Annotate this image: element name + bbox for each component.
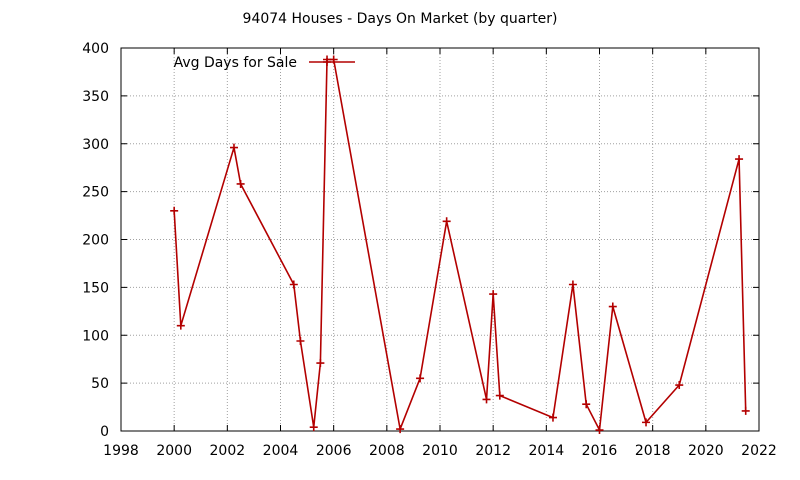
- data-point-marker: [170, 206, 179, 215]
- chart-title: 94074 Houses - Days On Market (by quarte…: [243, 11, 558, 27]
- data-point-marker: [675, 381, 684, 390]
- data-point-marker: [548, 413, 557, 422]
- data-point-marker: [642, 418, 651, 427]
- data-point-marker: [416, 374, 425, 383]
- x-tick-label: 2004: [263, 443, 299, 459]
- x-axis-tick-labels: 1998 2000 2002 2004 2006 2008 2010 2012 2014 2016…: [103, 443, 777, 459]
- x-tick-label: 2006: [316, 443, 352, 459]
- x-tick-label: 2010: [422, 443, 458, 459]
- legend-label: Avg Days for Sale: [174, 55, 297, 71]
- y-tick-label: 250: [82, 185, 109, 201]
- y-axis-tick-labels: 0 50 100 150 200 250 300 350 400: [82, 41, 109, 440]
- x-tick-label: 2020: [688, 443, 724, 459]
- data-point-marker: [735, 155, 744, 164]
- data-point-marker: [608, 302, 617, 311]
- axis-ticks: [120, 47, 760, 432]
- data-point-marker: [582, 400, 591, 409]
- y-tick-label: 350: [82, 89, 109, 105]
- y-tick-label: 150: [82, 280, 109, 296]
- data-point-marker: [316, 359, 325, 368]
- y-tick-label: 400: [82, 41, 109, 57]
- y-tick-label: 0: [100, 424, 109, 440]
- x-tick-label: 2018: [635, 443, 671, 459]
- x-tick-label: 1998: [103, 443, 139, 459]
- data-point-marker: [568, 280, 577, 289]
- data-point-marker: [741, 406, 750, 415]
- data-point-marker: [495, 391, 504, 400]
- data-point-marker: [289, 280, 298, 289]
- data-point-marker: [176, 321, 185, 330]
- data-point-marker: [296, 336, 305, 345]
- legend-marker: [323, 58, 331, 66]
- y-tick-label: 50: [91, 376, 109, 392]
- x-tick-label: 2000: [156, 443, 192, 459]
- data-point-marker: [236, 179, 245, 188]
- data-point-marker: [309, 423, 318, 432]
- x-tick-label: 2016: [582, 443, 618, 459]
- legend: Avg Days for Sale: [174, 55, 355, 71]
- data-point-marker: [396, 425, 405, 434]
- series-line: [173, 58, 747, 433]
- grid-lines: [121, 48, 759, 431]
- y-tick-label: 100: [82, 328, 109, 344]
- data-point-marker: [595, 426, 604, 435]
- x-tick-label: 2012: [475, 443, 511, 459]
- x-tick-label: 2022: [741, 443, 777, 459]
- data-point-marker: [482, 395, 491, 404]
- y-tick-label: 200: [82, 233, 109, 249]
- data-point-marker: [489, 290, 498, 299]
- series-layer: [170, 55, 750, 435]
- x-tick-label: 2002: [210, 443, 246, 459]
- data-point-marker: [229, 143, 238, 152]
- x-tick-label: 2008: [369, 443, 405, 459]
- data-point-marker: [442, 217, 451, 226]
- x-tick-label: 2014: [529, 443, 565, 459]
- y-tick-label: 300: [82, 137, 109, 153]
